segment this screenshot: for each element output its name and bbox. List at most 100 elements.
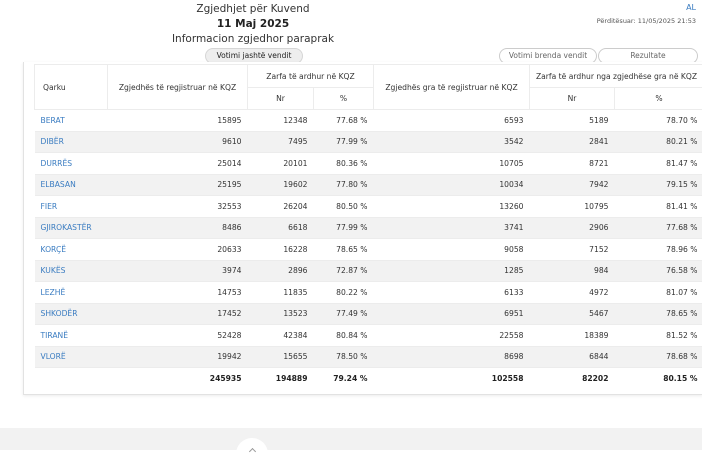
women-envelopes-pct-cell: 81.07 % xyxy=(615,282,702,304)
women-envelopes-pct-cell: 78.96 % xyxy=(615,239,702,261)
women-registered-cell: 6951 xyxy=(374,303,530,325)
registered-cell: 9610 xyxy=(108,131,248,153)
registered-cell: 25014 xyxy=(108,153,248,175)
registered-cell: 32553 xyxy=(108,196,248,218)
registered-cell: 20633 xyxy=(108,239,248,261)
envelopes-pct-cell: 80.50 % xyxy=(314,196,374,218)
women-registered-cell: 10034 xyxy=(374,174,530,196)
envelopes-pct-cell: 72.87 % xyxy=(314,260,374,282)
women-envelopes-pct-cell: 81.47 % xyxy=(615,153,702,175)
women-registered-cell: 13260 xyxy=(374,196,530,218)
envelopes-cell: 26204 xyxy=(248,196,314,218)
envelopes-pct-cell: 77.68 % xyxy=(314,110,374,132)
women-registered-cell: 1285 xyxy=(374,260,530,282)
turnout-table: Qarku Zgjedhës të regjistruar në KQZ Zar… xyxy=(34,64,702,389)
registered-cell: 14753 xyxy=(108,282,248,304)
women-envelopes-cell: 10795 xyxy=(530,196,615,218)
women-envelopes-pct-cell: 81.41 % xyxy=(615,196,702,218)
district-name-cell[interactable]: KORÇË xyxy=(35,239,108,261)
envelopes-cell: 2896 xyxy=(248,260,314,282)
col-women-registered-header: Zgjedhës gra të regjistruar në KQZ xyxy=(374,65,530,110)
envelopes-cell: 6618 xyxy=(248,217,314,239)
women-registered-cell: 6133 xyxy=(374,282,530,304)
district-name-cell[interactable]: DURRËS xyxy=(35,153,108,175)
district-name-cell[interactable]: VLORË xyxy=(35,346,108,368)
envelopes-cell: 20101 xyxy=(248,153,314,175)
district-name-cell[interactable]: TIRANË xyxy=(35,325,108,347)
district-name-cell[interactable]: KUKËS xyxy=(35,260,108,282)
total-envelopes: 194889 xyxy=(248,368,314,390)
envelopes-pct-cell: 77.80 % xyxy=(314,174,374,196)
women-envelopes-pct-cell: 76.58 % xyxy=(615,260,702,282)
envelopes-pct-cell: 78.65 % xyxy=(314,239,374,261)
envelopes-pct-cell: 80.22 % xyxy=(314,282,374,304)
envelopes-pct-cell: 80.84 % xyxy=(314,325,374,347)
results-card: Qarku Zgjedhës të regjistruar në KQZ Zar… xyxy=(23,62,702,395)
district-name-cell[interactable]: BERAT xyxy=(35,110,108,132)
women-envelopes-cell: 2906 xyxy=(530,217,615,239)
district-name-cell[interactable]: ELBASAN xyxy=(35,174,108,196)
col-women-envelopes-header: Zarfa të ardhur nga zgjedhëse gra në KQZ xyxy=(530,65,702,88)
women-registered-cell: 8698 xyxy=(374,346,530,368)
women-registered-cell: 6593 xyxy=(374,110,530,132)
page-header: Zgjedhjet për Kuvend 11 Maj 2025 Informa… xyxy=(0,0,702,62)
envelopes-pct-cell: 77.99 % xyxy=(314,131,374,153)
registered-cell: 52428 xyxy=(108,325,248,347)
col-envelopes-nr-header: Nr xyxy=(248,88,314,110)
registered-cell: 8486 xyxy=(108,217,248,239)
col-women-nr-header: Nr xyxy=(530,88,615,110)
district-name-cell[interactable]: DIBËR xyxy=(35,131,108,153)
district-name-cell[interactable]: LEZHË xyxy=(35,282,108,304)
women-envelopes-pct-cell: 77.68 % xyxy=(615,217,702,239)
women-registered-cell: 3542 xyxy=(374,131,530,153)
women-envelopes-pct-cell: 81.52 % xyxy=(615,325,702,347)
district-name-cell[interactable]: FIER xyxy=(35,196,108,218)
women-envelopes-pct-cell: 80.21 % xyxy=(615,131,702,153)
women-envelopes-cell: 7152 xyxy=(530,239,615,261)
women-envelopes-cell: 4972 xyxy=(530,282,615,304)
women-envelopes-cell: 2841 xyxy=(530,131,615,153)
women-envelopes-pct-cell: 78.70 % xyxy=(615,110,702,132)
totals-label-cell xyxy=(35,368,108,390)
envelopes-cell: 16228 xyxy=(248,239,314,261)
page-title: Zgjedhjet për Kuvend xyxy=(0,3,506,15)
women-envelopes-cell: 8721 xyxy=(530,153,615,175)
registered-cell: 15895 xyxy=(108,110,248,132)
women-envelopes-cell: 5467 xyxy=(530,303,615,325)
envelopes-pct-cell: 78.50 % xyxy=(314,346,374,368)
total-women-registered: 102558 xyxy=(374,368,530,390)
envelopes-cell: 7495 xyxy=(248,131,314,153)
col-women-pct-header: % xyxy=(615,88,702,110)
registered-cell: 25195 xyxy=(108,174,248,196)
language-switch-link[interactable]: AL xyxy=(686,3,696,12)
col-envelopes-pct-header: % xyxy=(314,88,374,110)
total-registered: 245935 xyxy=(108,368,248,390)
women-registered-cell: 10705 xyxy=(374,153,530,175)
district-name-cell[interactable]: SHKODËR xyxy=(35,303,108,325)
col-district-header: Qarku xyxy=(35,65,108,110)
district-name-cell[interactable]: GJIROKASTËR xyxy=(35,217,108,239)
women-envelopes-cell: 18389 xyxy=(530,325,615,347)
envelopes-pct-cell: 77.99 % xyxy=(314,217,374,239)
total-envelopes-pct: 79.24 % xyxy=(314,368,374,390)
envelopes-cell: 12348 xyxy=(248,110,314,132)
registered-cell: 17452 xyxy=(108,303,248,325)
women-envelopes-pct-cell: 79.15 % xyxy=(615,174,702,196)
women-envelopes-cell: 7942 xyxy=(530,174,615,196)
envelopes-pct-cell: 80.36 % xyxy=(314,153,374,175)
total-women-envelopes: 82202 xyxy=(530,368,615,390)
totals-row: 245935 194889 79.24 % 102558 82202 80.15… xyxy=(35,368,702,390)
women-registered-cell: 9058 xyxy=(374,239,530,261)
envelopes-cell: 19602 xyxy=(248,174,314,196)
scroll-top-button[interactable] xyxy=(236,438,268,470)
page-footer xyxy=(0,428,702,450)
page-subtitle: Informacion zgjedhor paraprak xyxy=(0,33,506,45)
